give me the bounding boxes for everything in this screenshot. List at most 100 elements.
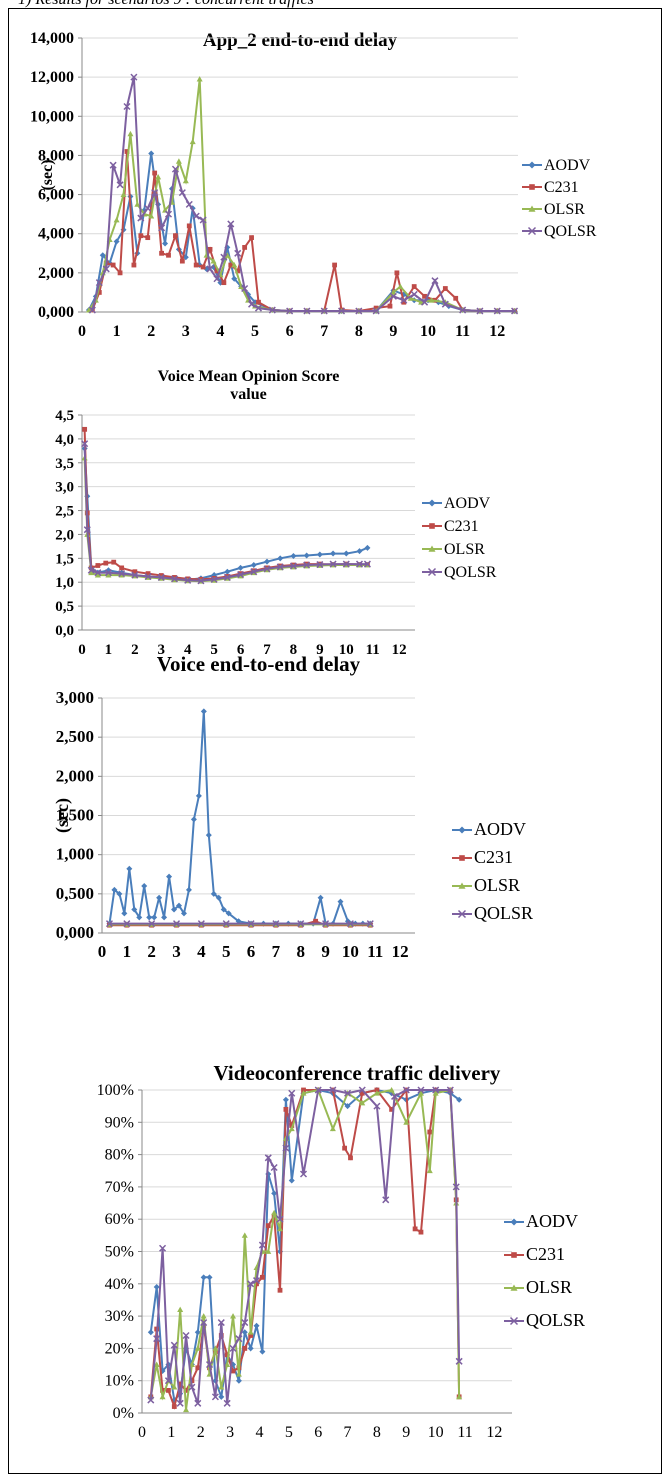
data-point-c231 [283, 1106, 289, 1112]
data-point-qolsr [391, 1092, 399, 1100]
data-point-aodv [215, 894, 222, 901]
x-tick-label: 10 [342, 942, 359, 961]
x-tick-label: 1 [113, 323, 121, 340]
y-tick-label: 20% [105, 1340, 134, 1357]
data-point-aodv [180, 910, 187, 917]
data-point-c231 [195, 1365, 201, 1371]
data-point-qolsr [363, 560, 371, 568]
chart-title: value [230, 386, 266, 403]
y-axis-label: (sec) [39, 159, 56, 190]
data-point-olsr [277, 1225, 284, 1232]
x-tick-label: 3 [226, 1424, 234, 1441]
data-point-qolsr [170, 575, 179, 583]
data-point-aodv [231, 275, 238, 282]
data-point-qolsr [250, 568, 258, 576]
data-point-qolsr [382, 1196, 390, 1204]
data-point-olsr [428, 297, 435, 303]
y-tick-label: 1,000 [56, 845, 94, 864]
data-point-qolsr [185, 200, 193, 208]
y-tick-label: 4,5 [55, 408, 74, 424]
data-point-olsr [271, 1209, 278, 1216]
x-tick-label: 0 [78, 642, 86, 658]
y-tick-label: 2,5 [55, 504, 74, 520]
data-point-aodv [316, 551, 323, 558]
data-point-qolsr [109, 161, 117, 169]
x-tick-label: 0 [138, 1424, 146, 1441]
data-point-olsr [231, 262, 238, 268]
data-point-c231 [387, 303, 393, 309]
data-point-aodv [290, 552, 297, 559]
data-point-qolsr [217, 1319, 225, 1327]
data-point-c231 [411, 284, 417, 289]
data-point-c231 [313, 918, 319, 924]
legend-label-qolsr: QOLSR [544, 223, 597, 240]
data-point-aodv [200, 1274, 207, 1281]
data-point-olsr [403, 1119, 410, 1125]
legend-label-olsr: OLSR [474, 875, 520, 895]
data-point-qolsr [247, 1280, 255, 1288]
data-point-c231 [179, 258, 185, 264]
x-tick-label: 8 [373, 1424, 381, 1441]
series-line-c231 [83, 429, 368, 581]
data-point-qolsr [241, 284, 249, 293]
data-point-qolsr [493, 307, 501, 315]
data-point-olsr [218, 1384, 225, 1390]
x-tick-label: 7 [320, 323, 328, 340]
legend-marker-olsr [528, 205, 536, 212]
legend-marker-aodv [510, 1218, 518, 1226]
data-point-c231 [177, 1381, 183, 1387]
legend-marker-aodv [458, 826, 466, 834]
y-tick-label: 2,000 [38, 265, 74, 282]
data-point-olsr [120, 191, 127, 197]
data-point-c231 [96, 290, 102, 295]
data-point-qolsr [247, 920, 255, 928]
data-point-aodv [235, 1377, 242, 1384]
series-line-olsr [83, 457, 368, 583]
data-point-olsr [426, 1167, 433, 1174]
legend-marker-aodv [528, 161, 536, 169]
data-point-qolsr [373, 1102, 381, 1110]
data-point-olsr [390, 289, 397, 295]
y-tick-label: 14,000 [30, 30, 74, 47]
data-point-qolsr [210, 575, 218, 583]
data-point-qolsr [147, 1396, 155, 1404]
data-point-olsr [175, 158, 182, 164]
x-tick-label: 1 [123, 942, 132, 961]
data-point-qolsr [421, 298, 429, 306]
data-point-c231 [132, 569, 138, 575]
data-point-aodv [113, 238, 120, 245]
legend-label-qolsr: QOLSR [444, 564, 497, 581]
data-point-qolsr [197, 577, 205, 585]
data-point-olsr [210, 258, 217, 264]
data-point-qolsr [178, 189, 186, 197]
data-point-aodv [116, 890, 123, 897]
data-point-aodv [111, 886, 118, 893]
data-point-aodv [151, 914, 158, 921]
data-point-aodv [456, 1096, 463, 1103]
data-point-c231 [124, 149, 130, 154]
legend-label-aodv: AODV [526, 1211, 578, 1231]
x-tick-label: 5 [285, 1424, 293, 1441]
data-point-olsr [159, 1393, 166, 1400]
y-tick-label: 80% [105, 1147, 134, 1164]
data-point-c231 [145, 571, 151, 577]
data-point-olsr [407, 295, 414, 301]
data-point-aodv [205, 832, 212, 839]
x-tick-label: 2 [147, 323, 155, 340]
data-point-c231 [166, 1387, 171, 1393]
legend-label-aodv: AODV [544, 157, 591, 174]
x-tick-label: 6 [286, 323, 294, 340]
y-tick-label: 3,000 [56, 688, 94, 707]
data-point-c231 [442, 286, 448, 291]
data-point-qolsr [316, 561, 324, 569]
data-point-qolsr [188, 1383, 196, 1391]
legend-label-olsr: OLSR [544, 201, 585, 218]
data-point-aodv [156, 894, 163, 901]
data-point-qolsr [159, 1244, 167, 1252]
x-tick-label: 12 [489, 323, 505, 340]
x-tick-label: 11 [366, 642, 380, 658]
data-point-qolsr [213, 275, 221, 283]
data-point-c231 [277, 1287, 283, 1293]
data-point-qolsr [355, 560, 364, 568]
data-point-aodv [317, 894, 324, 901]
